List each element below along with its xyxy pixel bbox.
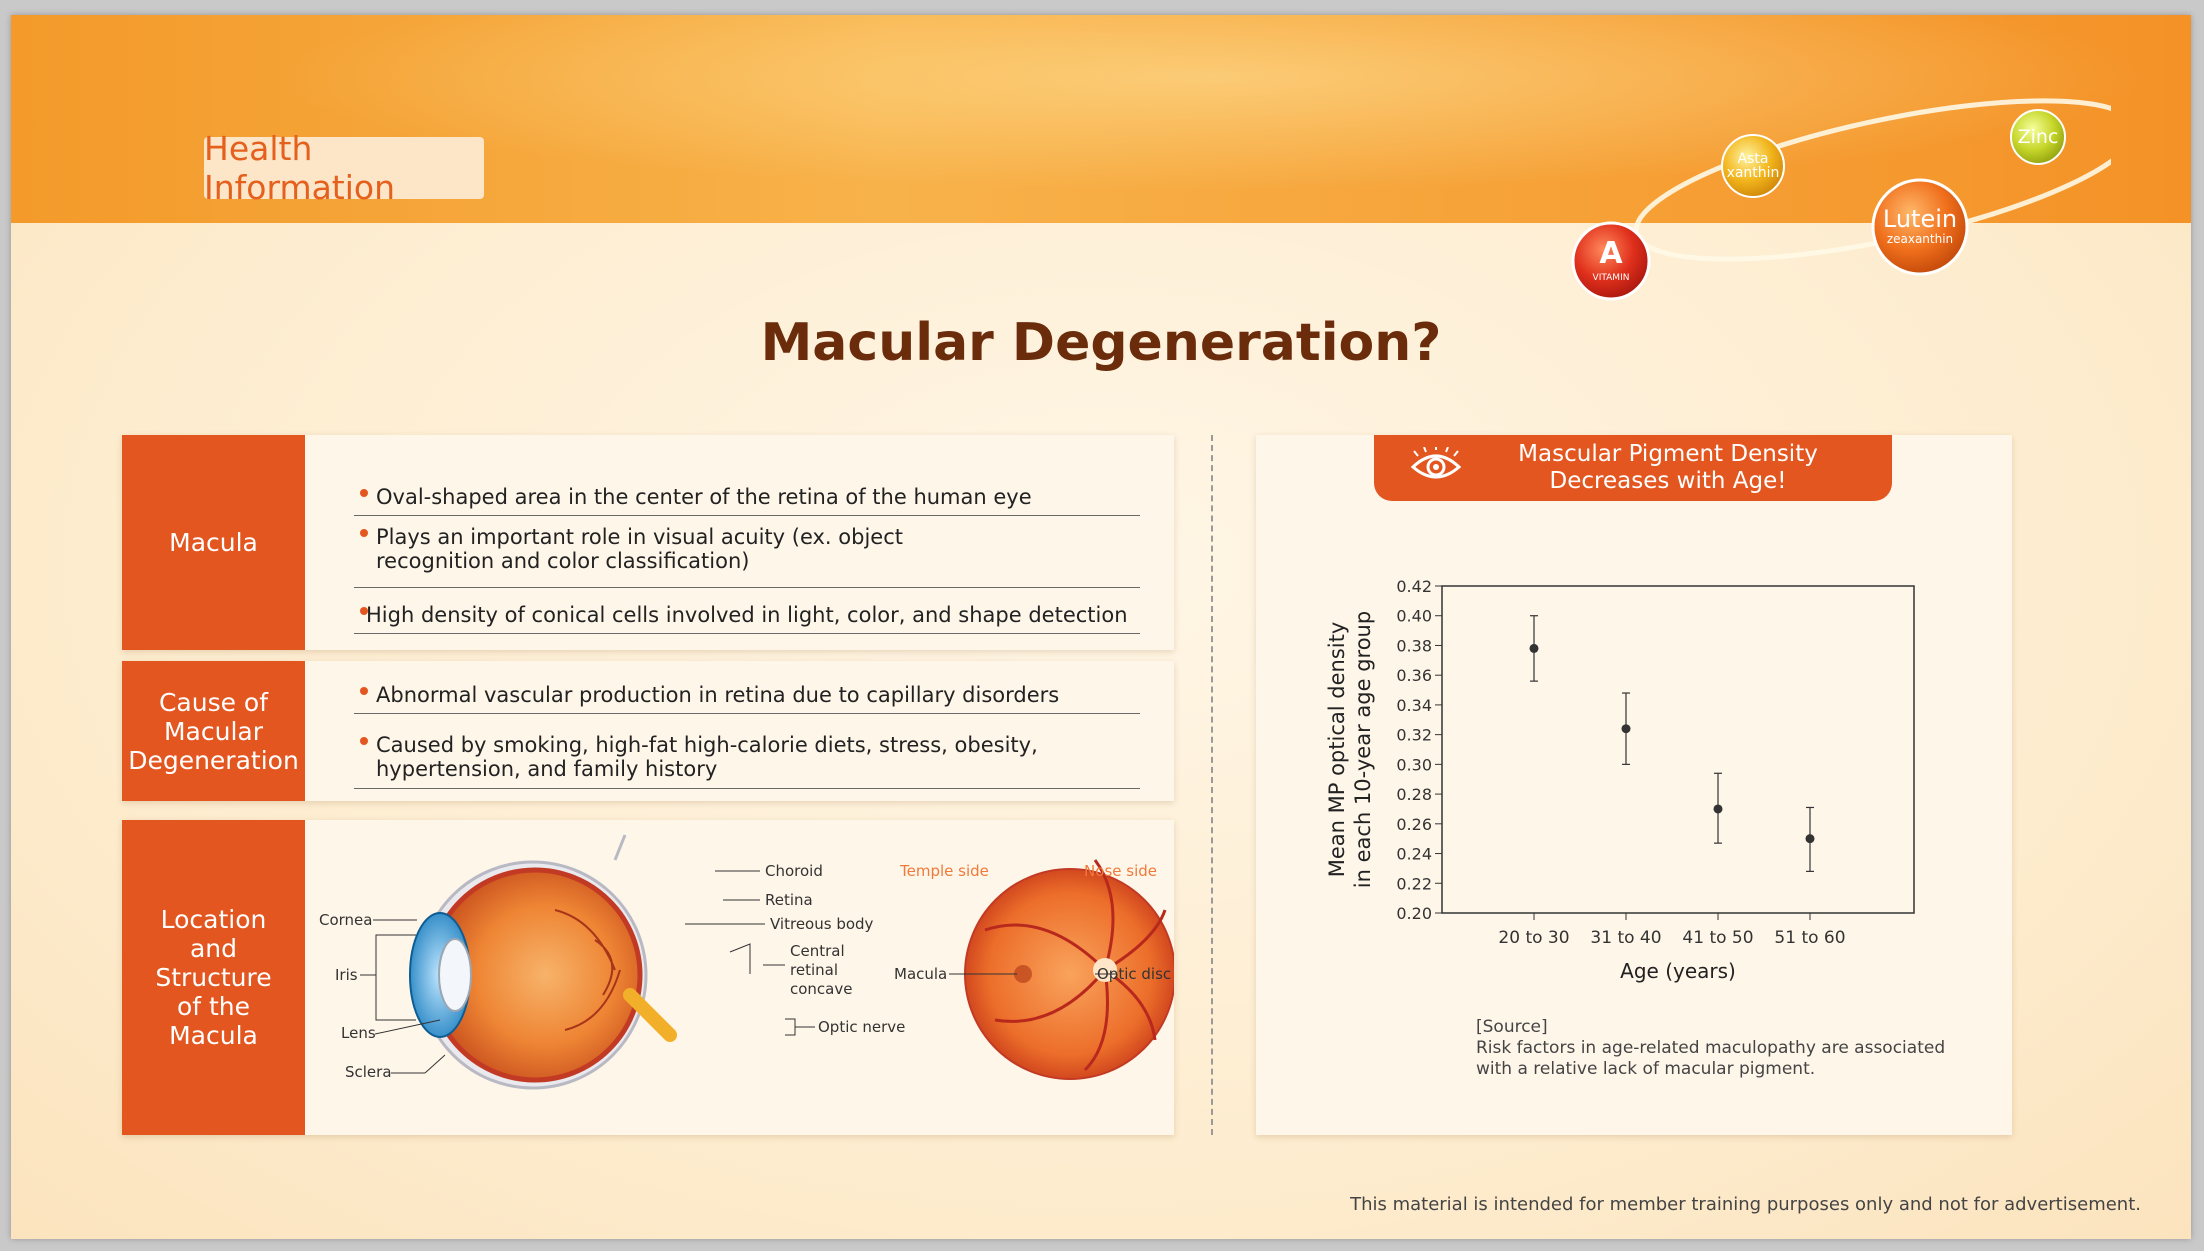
y-tick-label: 0.28 [1396, 785, 1432, 804]
zinc-badge [2010, 109, 2066, 165]
vitamin-a-badge [1571, 221, 1651, 301]
bullet-item: High density of conical cells involved i… [354, 603, 1140, 634]
eyeball-cross-section [409, 834, 677, 1090]
lutein-sub: zeaxanthin [1887, 232, 1953, 246]
bullet-item: Oval-shaped area in the center of the re… [354, 485, 1140, 516]
nutrient-orbit-graphic: A VITAMIN Asta xanthin Lutein zeaxanthin… [1571, 98, 2111, 301]
tag-label: Health Information [204, 129, 396, 207]
x-tick-label: 41 to 50 [1682, 928, 1753, 948]
y-tick-label: 0.20 [1396, 904, 1432, 923]
card-label-structure: Location and Structure of the Macula [122, 820, 305, 1135]
eye-icon [1410, 447, 1462, 479]
data-point [1805, 834, 1815, 844]
data-point [1529, 643, 1539, 653]
astaxanthin-badge [1721, 134, 1785, 198]
chart-header-line-2: Decreases with Age! [1549, 468, 1787, 494]
label-central-2: retinal [790, 961, 838, 979]
label-iris: Iris [335, 966, 358, 984]
y-tick-label: 0.42 [1396, 577, 1432, 596]
chart-panel: Mascular Pigment Density Decreases with … [1256, 435, 2012, 1135]
label-lens: Lens [341, 1024, 376, 1042]
x-axis-label: Age (years) [1620, 959, 1736, 983]
card-label-macula: Macula [122, 435, 305, 650]
y-tick-label: 0.40 [1396, 607, 1432, 626]
label-optic-nerve: Optic nerve [818, 1018, 905, 1036]
label-vitreous: Vitreous body [770, 915, 874, 933]
lutein-badge [1871, 178, 1969, 276]
chart-header-line-1: Mascular Pigment Density [1518, 441, 1818, 467]
label-choroid: Choroid [765, 862, 823, 880]
lutein-text: Lutein [1883, 205, 1957, 233]
vitamin-a-text: A [1599, 236, 1623, 271]
y-tick-label: 0.34 [1396, 696, 1432, 715]
bullet-item: Abnormal vascular production in retina d… [354, 683, 1140, 714]
footer-disclaimer: This material is intended for member tra… [1350, 1194, 2141, 1215]
x-tick-label: 20 to 30 [1498, 928, 1569, 948]
cause-card: Cause of Macular Degeneration Abnormal v… [122, 661, 1174, 801]
data-point [1621, 724, 1631, 734]
macula-card: Macula Oval-shaped area in the center of… [122, 435, 1174, 650]
y-tick-label: 0.32 [1396, 726, 1432, 745]
vitamin-a-sub: VITAMIN [1593, 273, 1630, 283]
health-information-tag: Health Information [204, 129, 484, 207]
data-point [1713, 804, 1723, 814]
source-line-1: Risk factors in age-related maculopathy … [1476, 1038, 1946, 1058]
label-central-1: Central [790, 942, 845, 960]
plot-frame [1441, 585, 1915, 914]
y-tick-label: 0.26 [1396, 815, 1432, 834]
y-tick-label: 0.30 [1396, 755, 1432, 774]
label-sclera: Sclera [345, 1063, 392, 1081]
slide: Health Information A VITAMIN Asta xanthi… [11, 15, 2191, 1239]
page-title: Macular Degeneration? [760, 313, 1442, 373]
astaxanthin-text-2: xanthin [1727, 165, 1780, 181]
y-axis-label-2: in each 10-year age group [1351, 611, 1375, 888]
card-label-cause: Cause of Macular Degeneration [122, 661, 305, 801]
label-central-3: concave [790, 980, 852, 998]
retina-fundus-view [964, 859, 1174, 1080]
label-cornea: Cornea [319, 911, 372, 929]
x-tick-label: 51 to 60 [1774, 928, 1845, 948]
bullet-item: Caused by smoking, high-fat high-calorie… [354, 733, 1140, 789]
source-label: [Source] [1476, 1017, 1548, 1037]
label-macula: Macula [894, 965, 947, 983]
x-tick-label: 31 to 40 [1590, 928, 1661, 948]
eye-anatomy-diagram: Cornea Iris Lens Sclera Choroid Retina V… [319, 834, 1174, 1090]
panel-divider [1211, 435, 1213, 1135]
bullet-item: Plays an important role in visual acuity… [354, 525, 1140, 588]
label-optic-disc: Optic disc [1097, 965, 1171, 983]
mp-density-chart: 0.42 0.40 0.38 0.36 0.34 0.32 0.30 0.28 0.26 0.24… [1325, 577, 1915, 983]
y-axis-label-1: Mean MP optical density [1325, 622, 1349, 878]
y-tick-label: 0.36 [1396, 666, 1432, 685]
y-tick-label: 0.22 [1396, 874, 1432, 893]
chart-source: [Source] Risk factors in age-related mac… [1476, 1017, 1945, 1080]
chart-header: Mascular Pigment Density Decreases with … [1374, 435, 1892, 501]
source-line-2: with a relative lack of macular pigment. [1476, 1059, 1816, 1079]
astaxanthin-text-1: Asta [1738, 151, 1769, 167]
label-retina: Retina [765, 891, 813, 909]
zinc-text: Zinc [2018, 126, 2059, 148]
structure-card: Location and Structure of the Macula [122, 820, 1174, 1135]
y-tick-label: 0.38 [1396, 636, 1432, 655]
y-tick-label: 0.24 [1396, 845, 1432, 864]
label-temple-side: Temple side [899, 862, 989, 880]
label-nose-side: Nose side [1084, 862, 1157, 880]
